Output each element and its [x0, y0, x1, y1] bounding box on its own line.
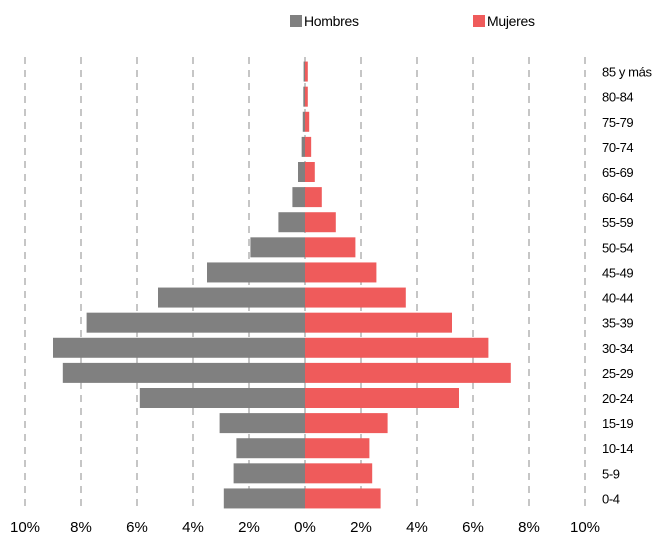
- legend-label-mujeres: Mujeres: [487, 13, 535, 29]
- bar-mujeres-75-79: [305, 111, 310, 132]
- bar-hombres-45-49: [207, 262, 305, 283]
- bar-hombres-55-59: [278, 212, 305, 233]
- age-label-45-49: 45-49: [602, 265, 633, 280]
- bar-mujeres-15-19: [305, 413, 388, 434]
- bar-hombres-60-64: [292, 187, 305, 208]
- x-tick-label-7: 4%: [406, 519, 428, 536]
- bar-hombres-5-9: [233, 463, 305, 484]
- bar-hombres-25-29: [62, 362, 305, 383]
- bar-hombres-65-69: [298, 162, 305, 182]
- bar-mujeres-40-44: [305, 287, 406, 308]
- age-label-85-y-más: 85 y más: [602, 65, 652, 80]
- age-label-50-54: 50-54: [602, 240, 633, 255]
- bar-hombres-20-24: [139, 388, 305, 408]
- age-label-70-74: 70-74: [602, 140, 633, 155]
- legend: Hombres Mujeres: [290, 13, 535, 29]
- bar-mujeres-65-69: [305, 162, 315, 182]
- bar-mujeres-60-64: [305, 187, 322, 208]
- bar-hombres-35-39: [86, 312, 305, 333]
- bar-hombres-70-74: [301, 136, 305, 157]
- bar-mujeres-5-9: [305, 463, 373, 484]
- bar-mujeres-35-39: [305, 312, 452, 333]
- x-tick-label-1: 8%: [70, 519, 92, 536]
- bar-hombres-10-14: [236, 438, 305, 459]
- age-label-5-9: 5-9: [602, 466, 620, 481]
- grid-lines: [24, 57, 586, 511]
- x-tick-label-5: 0%: [294, 519, 316, 536]
- age-label-75-79: 75-79: [602, 115, 633, 130]
- x-axis-tick-labels: 10% 8% 6% 4% 2% 0% 2% 4% 6% 8% 10%: [10, 519, 600, 536]
- bar-mujeres-50-54: [305, 237, 356, 258]
- x-tick-label-6: 2%: [350, 519, 372, 536]
- x-tick-label-10: 10%: [570, 519, 600, 536]
- bar-mujeres-80-84: [305, 86, 308, 107]
- bar-mujeres-85-y-más: [305, 61, 308, 82]
- legend-swatch-hombres: [290, 15, 302, 27]
- bar-hombres-50-54: [250, 237, 305, 258]
- bar-mujeres-10-14: [305, 438, 370, 459]
- age-label-30-34: 30-34: [602, 341, 633, 356]
- age-label-60-64: 60-64: [602, 190, 633, 205]
- age-label-65-69: 65-69: [602, 165, 633, 180]
- age-label-35-39: 35-39: [602, 316, 633, 331]
- bar-mujeres-55-59: [305, 212, 336, 233]
- x-tick-label-0: 10%: [10, 519, 40, 536]
- age-label-10-14: 10-14: [602, 441, 633, 456]
- x-tick-label-4: 2%: [238, 519, 260, 536]
- x-tick-label-3: 4%: [182, 519, 204, 536]
- age-group-labels: 0-4 5-9 10-14 15-19 20-24 25-29 30-34 35-39 40-4…: [602, 65, 653, 507]
- bars: [53, 61, 511, 509]
- age-label-55-59: 55-59: [602, 215, 633, 230]
- age-label-40-44: 40-44: [602, 291, 633, 306]
- age-label-0-4: 0-4: [602, 491, 620, 506]
- bar-hombres-75-79: [302, 111, 305, 132]
- age-label-15-19: 15-19: [602, 416, 633, 431]
- legend-label-hombres: Hombres: [304, 13, 359, 29]
- bar-hombres-15-19: [219, 413, 305, 434]
- x-tick-label-2: 6%: [126, 519, 148, 536]
- bar-mujeres-45-49: [305, 262, 377, 283]
- bar-hombres-40-44: [158, 287, 305, 308]
- bar-mujeres-25-29: [305, 362, 511, 383]
- age-label-25-29: 25-29: [602, 366, 633, 381]
- x-tick-label-9: 8%: [518, 519, 540, 536]
- bar-mujeres-0-4: [305, 488, 381, 509]
- bar-hombres-85-y-más: [303, 61, 305, 82]
- bar-hombres-30-34: [53, 337, 305, 358]
- legend-swatch-mujeres: [473, 15, 485, 27]
- x-tick-label-8: 6%: [462, 519, 484, 536]
- age-label-80-84: 80-84: [602, 90, 633, 105]
- bar-mujeres-70-74: [305, 136, 312, 157]
- bar-mujeres-30-34: [305, 337, 489, 358]
- bar-hombres-0-4: [223, 488, 305, 509]
- bar-hombres-80-84: [303, 86, 305, 107]
- age-label-20-24: 20-24: [602, 391, 633, 406]
- bar-mujeres-20-24: [305, 388, 459, 408]
